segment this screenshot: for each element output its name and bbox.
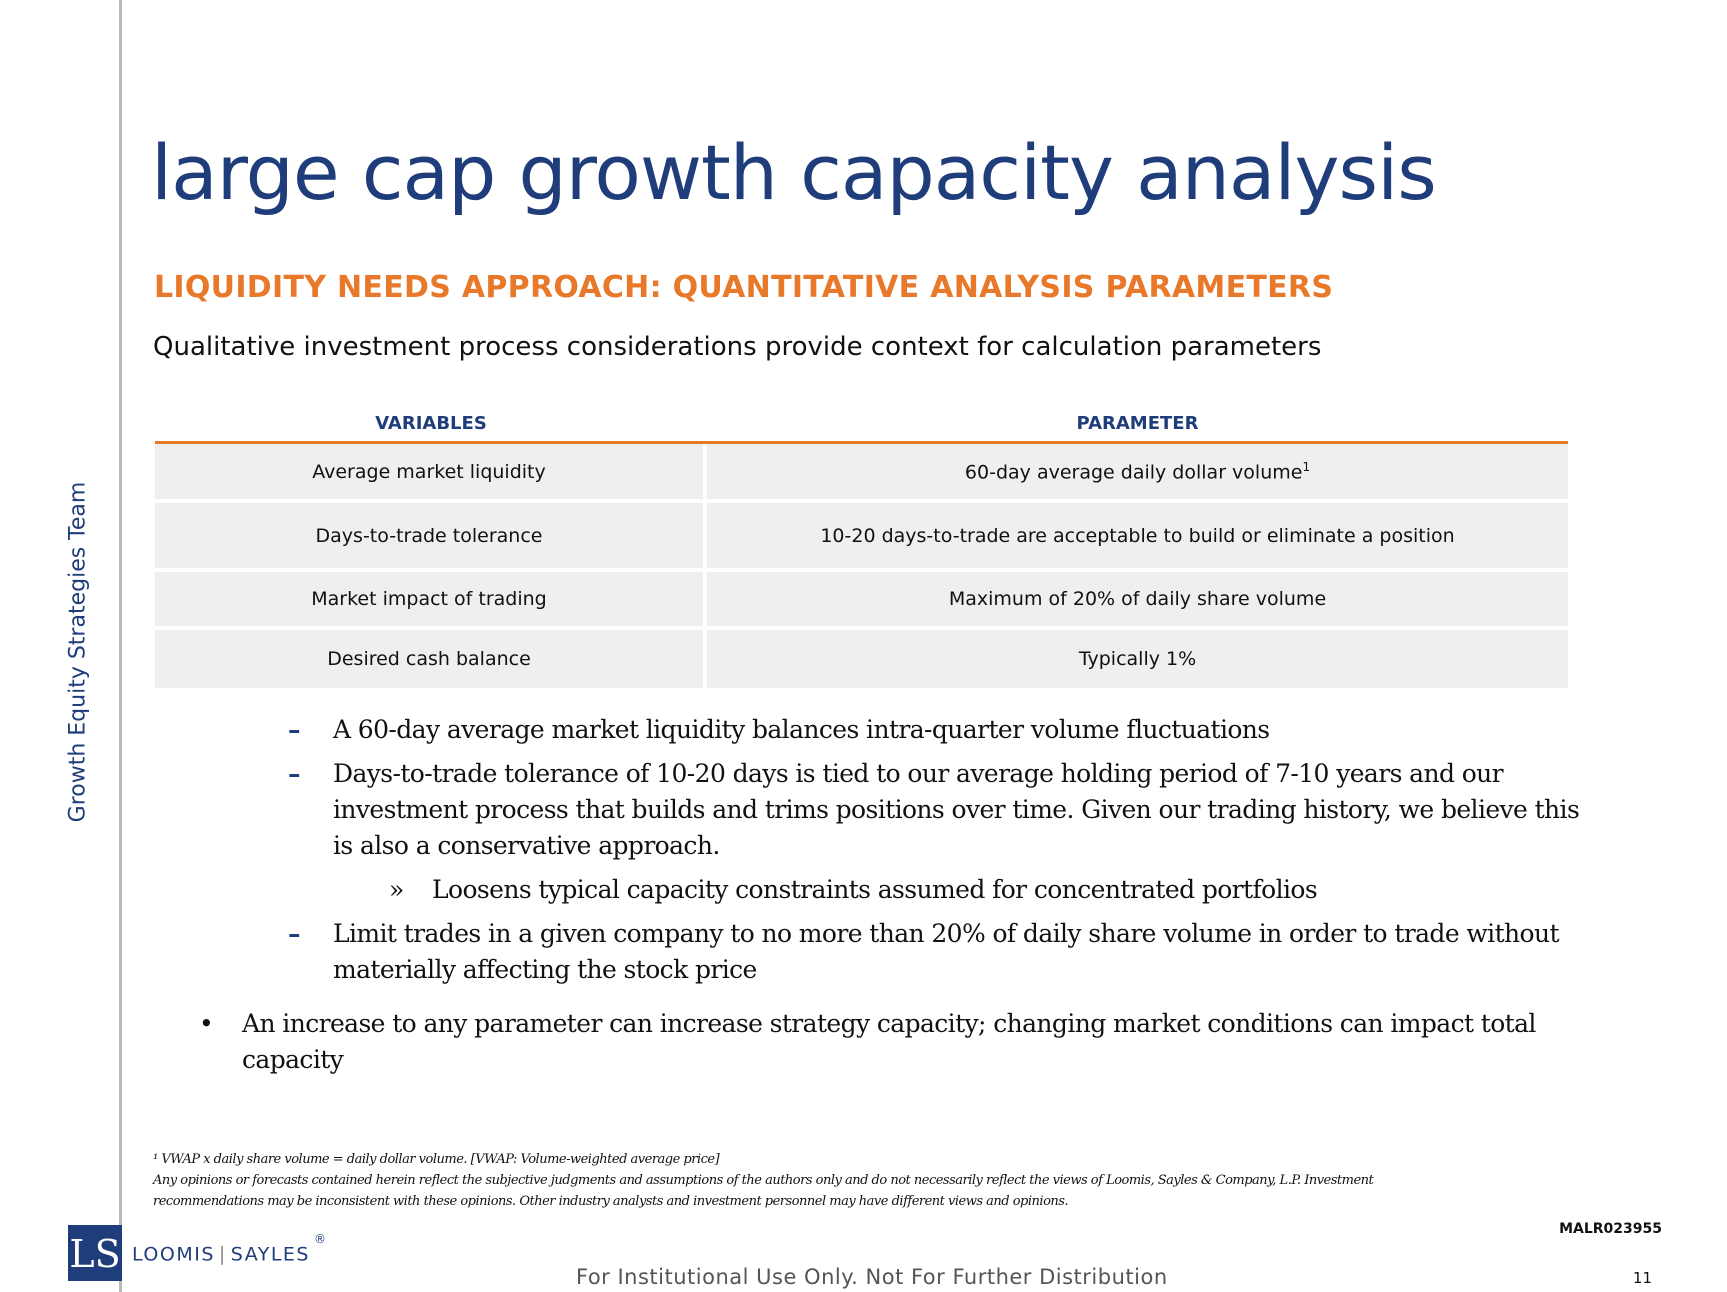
list-item: • An increase to any parameter can incre… (155, 1006, 1605, 1078)
list-item: – A 60-day average market liquidity bala… (155, 712, 1605, 748)
list-item: – Days-to-trade tolerance of 10-20 days … (155, 756, 1605, 864)
variable-cell: Market impact of trading (155, 572, 707, 630)
bullet-marker: • (199, 1009, 214, 1038)
list-item-text: Loosens typical capacity constraints ass… (432, 875, 1318, 904)
table-row: Days-to-trade tolerance 10-20 days-to-tr… (155, 503, 1568, 572)
column-header-variables: VARIABLES (155, 405, 707, 444)
table-header-row: VARIABLES PARAMETER (155, 405, 1568, 444)
parameters-table: VARIABLES PARAMETER Average market liqui… (155, 405, 1568, 688)
footnote-1: ¹ VWAP x daily share volume = daily doll… (153, 1152, 720, 1167)
logo-wordmark: LOOMIS | SAYLES ® (132, 1232, 326, 1266)
parameter-cell: Typically 1% (707, 630, 1568, 688)
list-item: » Loosens typical capacity constraints a… (155, 872, 1605, 908)
parameter-cell: Maximum of 20% of daily share volume (707, 572, 1568, 630)
footnote-ref: 1 (1302, 459, 1311, 474)
list-item-text: A 60-day average market liquidity balanc… (333, 715, 1270, 744)
team-label: Growth Equity Strategies Team (65, 481, 91, 823)
bullet-list: – A 60-day average market liquidity bala… (155, 712, 1605, 1086)
section-heading: LIQUIDITY NEEDS APPROACH: QUANTITATIVE A… (154, 270, 1334, 305)
parameter-cell: 10-20 days-to-trade are acceptable to bu… (707, 503, 1568, 572)
dash-marker: – (288, 759, 301, 788)
logo-word-loomis: LOOMIS (132, 1243, 215, 1266)
page-title: large cap growth capacity analysis (151, 128, 1437, 217)
svg-text:LS: LS (69, 1232, 120, 1276)
document-id: MALR023955 (1559, 1221, 1662, 1237)
disclaimer: Any opinions or forecasts contained here… (153, 1173, 1374, 1209)
variable-cell: Average market liquidity (155, 444, 707, 503)
footnotes: ¹ VWAP x daily share volume = daily doll… (153, 1149, 1463, 1212)
column-header-parameter: PARAMETER (707, 405, 1568, 444)
ls-logo-icon: LS (68, 1225, 122, 1281)
dash-marker: – (288, 919, 301, 948)
dash-marker: – (288, 715, 301, 744)
list-item-text: Limit trades in a given company to no mo… (333, 919, 1560, 984)
sidebar-divider (119, 0, 122, 1292)
list-item-text: An increase to any parameter can increas… (242, 1009, 1536, 1074)
table-row: Desired cash balance Typically 1% (155, 630, 1568, 688)
variable-cell: Desired cash balance (155, 630, 707, 688)
table-row: Market impact of trading Maximum of 20% … (155, 572, 1568, 630)
lead-text: Qualitative investment process considera… (153, 332, 1322, 362)
chevron-marker: » (389, 875, 404, 904)
logo-word-sayles: SAYLES (230, 1243, 310, 1266)
table-row: Average market liquidity 60-day average … (155, 444, 1568, 503)
parameter-cell: 60-day average daily dollar volume1 (707, 444, 1568, 503)
parameter-text: 60-day average daily dollar volume (964, 461, 1303, 484)
registered-mark: ® (314, 1232, 328, 1246)
distribution-notice: For Institutional Use Only. Not For Furt… (576, 1265, 1168, 1289)
list-item-text: Days-to-trade tolerance of 10-20 days is… (333, 759, 1580, 860)
page-number: 11 (1632, 1269, 1652, 1287)
list-item: – Limit trades in a given company to no … (155, 916, 1605, 988)
logo-separator: | (218, 1243, 227, 1266)
variable-cell: Days-to-trade tolerance (155, 503, 707, 572)
